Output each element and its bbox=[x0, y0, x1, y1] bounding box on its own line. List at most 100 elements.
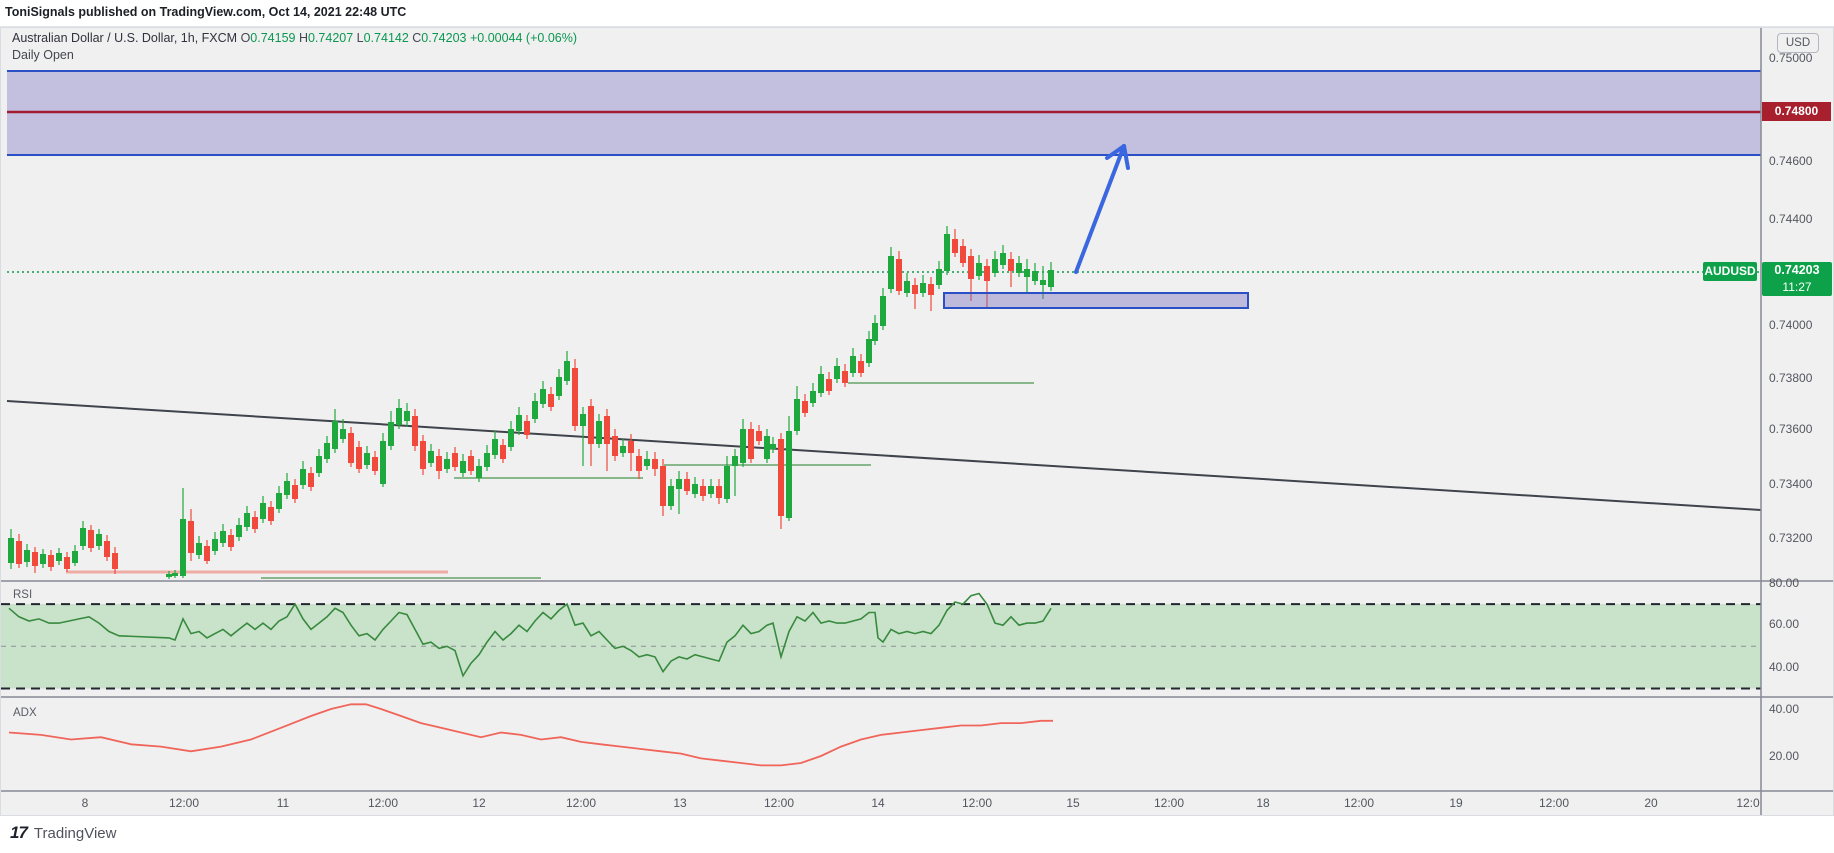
candle-body bbox=[166, 574, 172, 577]
chart-area[interactable]: RSI ADX 0.75000 0.74600 0.74400 0.74000 0.7380… bbox=[0, 27, 1834, 816]
candle-body bbox=[104, 541, 110, 557]
time-tick-label[interactable]: 12:00 bbox=[368, 796, 398, 810]
candle-body bbox=[692, 484, 698, 494]
candle-body bbox=[1040, 280, 1046, 285]
candle-body bbox=[872, 323, 878, 341]
time-tick-label[interactable]: 12:00 bbox=[169, 796, 199, 810]
rsi-tick-label[interactable]: 60.00 bbox=[1769, 617, 1799, 631]
price-tick-label[interactable]: 0.73800 bbox=[1769, 371, 1813, 385]
candle-body bbox=[532, 401, 538, 419]
adx-tick-label[interactable]: 20.00 bbox=[1769, 749, 1799, 763]
price-tick-label[interactable]: 0.73200 bbox=[1769, 531, 1813, 545]
candle-body bbox=[880, 296, 886, 326]
candle-body bbox=[928, 284, 934, 295]
candle-body bbox=[300, 469, 306, 485]
candle-body bbox=[920, 283, 926, 293]
rsi-tick-label[interactable]: 80.00 bbox=[1769, 576, 1799, 590]
time-tick-label[interactable]: 20 bbox=[1644, 796, 1658, 810]
candle-body bbox=[944, 234, 950, 271]
rsi-panel-label: RSI bbox=[13, 589, 32, 601]
demand-box[interactable] bbox=[943, 292, 1249, 309]
candle-body bbox=[548, 394, 554, 407]
time-axis[interactable] bbox=[1, 791, 1761, 815]
ohlc-value: 0.74159 bbox=[250, 31, 296, 45]
candle-body bbox=[724, 466, 730, 499]
candle-body bbox=[180, 519, 186, 576]
candle-body bbox=[396, 408, 402, 425]
candle-body bbox=[786, 431, 792, 518]
descending-trendline[interactable] bbox=[6, 400, 1762, 511]
price-tick-label[interactable]: 0.73400 bbox=[1769, 477, 1813, 491]
adx-tick-label[interactable]: 40.00 bbox=[1769, 702, 1799, 716]
time-tick-label[interactable]: 15 bbox=[1066, 796, 1080, 810]
candle-body bbox=[748, 429, 754, 459]
time-tick-label[interactable]: 12:00 bbox=[1344, 796, 1374, 810]
candle-body bbox=[380, 441, 386, 484]
candle-body bbox=[866, 339, 872, 363]
tradingview-logo-icon: 17 bbox=[10, 823, 28, 842]
ohlc-value: 0.74203 bbox=[421, 31, 467, 45]
candle-body bbox=[1048, 270, 1054, 287]
candle-body bbox=[556, 377, 562, 396]
candle-body bbox=[740, 429, 746, 463]
candle-body bbox=[1024, 269, 1030, 277]
price-tick-label[interactable]: 0.75000 bbox=[1769, 51, 1813, 65]
candle-body bbox=[24, 550, 30, 562]
projection-arrow-head bbox=[1122, 144, 1130, 170]
ohlc-key: O bbox=[240, 31, 251, 45]
candle-body bbox=[388, 422, 394, 446]
adx-line bbox=[8, 703, 1053, 767]
last-price-label: 0.74203 11:27 bbox=[1762, 262, 1832, 296]
candle-body bbox=[612, 436, 618, 456]
candle-body bbox=[48, 555, 54, 567]
symbol-legend[interactable]: Australian Dollar / U.S. Dollar, 1h, FXC… bbox=[12, 31, 577, 45]
price-tick-label[interactable]: 0.74000 bbox=[1769, 318, 1813, 332]
candle-body bbox=[284, 481, 290, 495]
time-tick-label[interactable]: 8 bbox=[82, 796, 89, 810]
candle-body bbox=[260, 503, 266, 519]
candle-body bbox=[764, 436, 770, 459]
price-tick-label[interactable]: 0.74400 bbox=[1769, 212, 1813, 226]
candle-body bbox=[756, 431, 762, 441]
time-tick-label[interactable]: 12:0 bbox=[1736, 796, 1760, 810]
time-tick-label[interactable]: 13 bbox=[673, 796, 687, 810]
time-tick-label[interactable]: 12 bbox=[472, 796, 486, 810]
time-tick-label[interactable]: 12:00 bbox=[1154, 796, 1184, 810]
candle-body bbox=[1000, 253, 1006, 265]
candle-body bbox=[420, 441, 426, 469]
candle-body bbox=[732, 456, 738, 466]
time-tick-label[interactable]: 12:00 bbox=[764, 796, 794, 810]
candle-body bbox=[904, 281, 910, 293]
ohlc-value: 0.74142 bbox=[363, 31, 409, 45]
currency-badge[interactable]: USD bbox=[1777, 33, 1819, 53]
change-value: +0.00044 (+0.06%) bbox=[469, 31, 577, 45]
candle-body bbox=[372, 457, 378, 471]
chart-canvas[interactable]: RSI ADX 0.75000 0.74600 0.74400 0.74000 0.7380… bbox=[1, 28, 1833, 816]
rsi-tick-label[interactable]: 40.00 bbox=[1769, 660, 1799, 674]
time-tick-label[interactable]: 12:00 bbox=[962, 796, 992, 810]
price-tick-label[interactable]: 0.73600 bbox=[1769, 422, 1813, 436]
candle-body bbox=[404, 411, 410, 421]
adx-panel-label: ADX bbox=[13, 707, 37, 719]
time-tick-label[interactable]: 14 bbox=[871, 796, 885, 810]
time-tick-label[interactable]: 12:00 bbox=[1539, 796, 1569, 810]
time-tick-label[interactable]: 12:00 bbox=[566, 796, 596, 810]
tradingview-logo[interactable]: 17 TradingView bbox=[10, 822, 116, 844]
symbol-title[interactable]: Australian Dollar / U.S. Dollar, 1h, FXC… bbox=[12, 31, 238, 45]
time-tick-label[interactable]: 19 bbox=[1449, 796, 1463, 810]
ohlc-value: 0.74207 bbox=[307, 31, 354, 45]
ohlc-key: C bbox=[408, 31, 422, 45]
indicator-legend-daily-open[interactable]: Daily Open bbox=[12, 48, 74, 62]
time-tick-label[interactable]: 18 bbox=[1256, 796, 1270, 810]
price-axis[interactable] bbox=[1761, 28, 1833, 815]
candle-body bbox=[8, 538, 14, 563]
candle-body bbox=[80, 528, 86, 546]
candle-body bbox=[428, 451, 434, 463]
candle-body bbox=[620, 446, 626, 453]
time-tick-label[interactable]: 11 bbox=[277, 796, 290, 810]
price-tick-label[interactable]: 0.74600 bbox=[1769, 154, 1813, 168]
candle-body bbox=[524, 421, 530, 435]
projection-arrow[interactable] bbox=[1074, 144, 1126, 274]
candle-body bbox=[684, 479, 690, 491]
candle-body bbox=[508, 429, 514, 447]
